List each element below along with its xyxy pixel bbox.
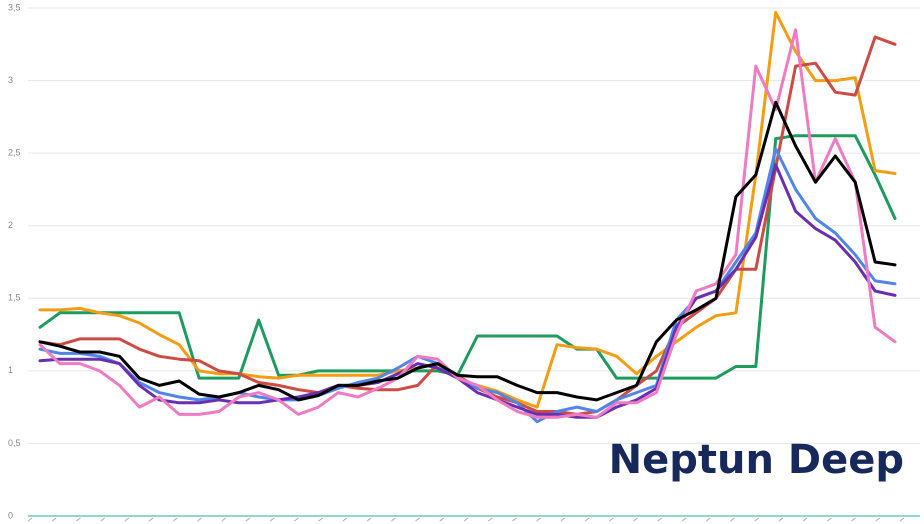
x-tick — [778, 517, 784, 522]
x-tick — [366, 517, 372, 522]
x-tick — [463, 517, 469, 522]
x-tick — [633, 517, 638, 522]
x-tick — [657, 517, 663, 522]
x-tick — [487, 517, 493, 522]
x-ticks — [27, 517, 905, 522]
x-tick — [269, 517, 275, 522]
x-tick — [294, 517, 299, 522]
watermark: Neptun Deep — [609, 437, 904, 483]
x-tick — [221, 517, 227, 522]
x-tick — [245, 517, 251, 522]
x-tick — [899, 517, 905, 522]
y-tick-label: 2,5 — [8, 148, 21, 158]
x-tick — [705, 517, 711, 522]
x-tick — [875, 517, 881, 522]
x-tick — [27, 517, 33, 522]
x-tick — [560, 517, 566, 522]
x-tick — [584, 517, 590, 522]
x-tick — [318, 517, 323, 522]
x-tick — [512, 517, 517, 522]
x-tick — [851, 517, 856, 522]
x-tick — [342, 517, 348, 522]
grid: 0 0,5 1 1,5 2 2,5 3 3,5 — [8, 2, 920, 520]
x-tick — [173, 517, 178, 522]
x-tick — [827, 517, 832, 522]
y-tick-label: 2 — [8, 220, 13, 230]
x-tick — [391, 517, 396, 522]
y-tick-label: 3,5 — [8, 2, 21, 12]
y-tick-label: 1,5 — [8, 293, 21, 303]
lines — [38, 10, 897, 424]
x-tick — [609, 517, 614, 522]
x-tick — [124, 517, 130, 522]
series-line — [38, 28, 897, 419]
x-tick — [439, 517, 445, 522]
y-tick-label: 1 — [8, 365, 13, 375]
series-line — [38, 163, 897, 419]
series-line — [38, 134, 897, 380]
y-tick-label: 0 — [8, 510, 13, 520]
x-tick — [100, 517, 105, 522]
x-tick — [681, 517, 687, 522]
x-tick — [536, 517, 541, 522]
x-tick — [76, 517, 81, 522]
series-line — [38, 100, 897, 402]
x-tick — [802, 517, 808, 522]
x-tick — [148, 517, 154, 522]
x-tick — [754, 517, 759, 522]
x-tick — [415, 517, 420, 522]
x-tick — [51, 517, 57, 522]
y-tick-label: 3 — [8, 75, 13, 85]
y-tick-label: 0,5 — [8, 438, 21, 448]
x-tick — [197, 517, 202, 522]
x-tick — [730, 517, 735, 522]
